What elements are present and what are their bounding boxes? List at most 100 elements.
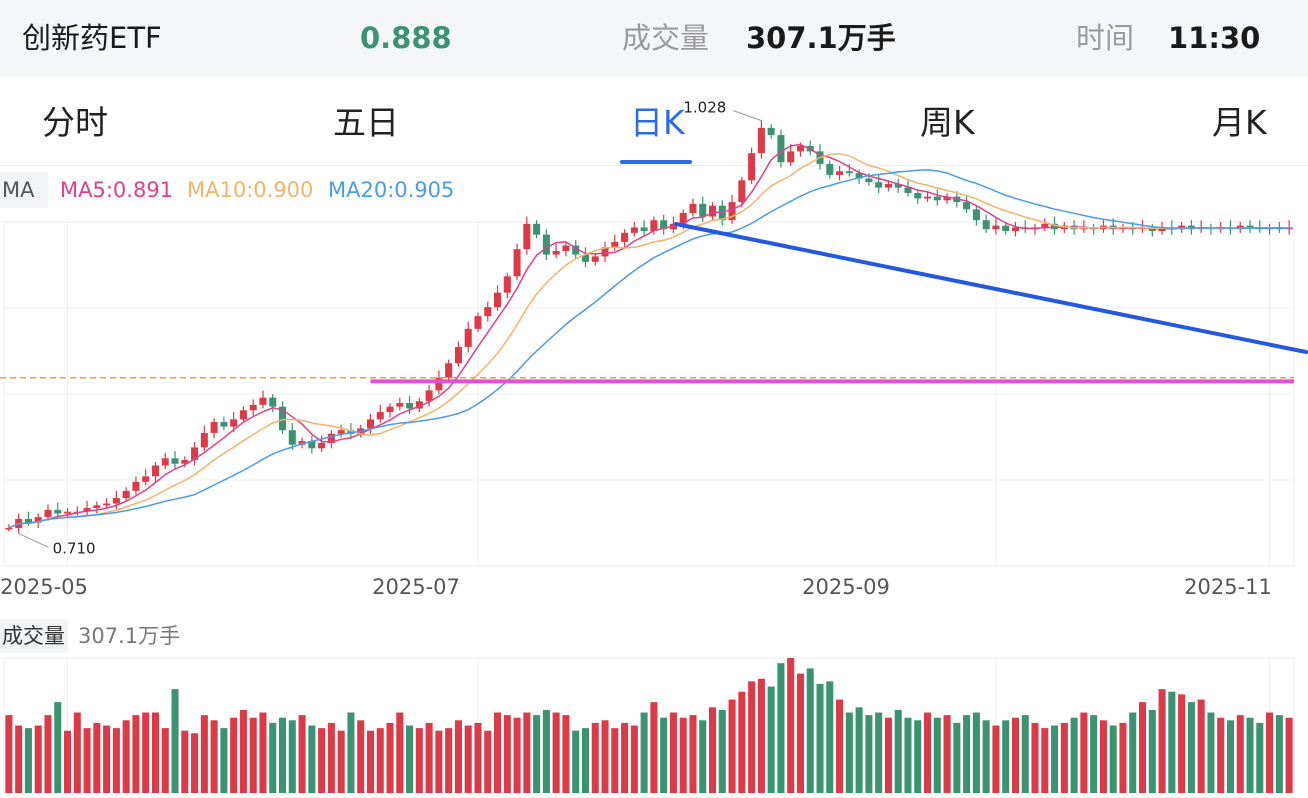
volume-bar (738, 691, 746, 793)
candle-body (621, 232, 629, 242)
volume-bar (552, 712, 560, 793)
volume-bar (1285, 717, 1293, 793)
volume-bar (748, 681, 756, 793)
volume-bar (806, 668, 814, 793)
tab-intraday[interactable]: 分时 (42, 103, 108, 142)
time-label: 时间 (1076, 21, 1135, 55)
candle-body (718, 205, 726, 221)
volume-bar (308, 725, 316, 793)
candle-body (699, 203, 707, 217)
volume-bar (581, 728, 589, 793)
candle-body (1246, 225, 1254, 228)
candle-body (777, 135, 785, 163)
candle-body (855, 173, 863, 179)
candle-body (151, 465, 159, 477)
candle-body (406, 403, 414, 409)
volume-bar (1099, 720, 1107, 793)
tab-monthly-k[interactable]: 月K (1212, 103, 1267, 142)
candle-body (445, 363, 453, 378)
candle-body (992, 225, 1000, 230)
volume-bar (601, 720, 609, 793)
volume-bar (650, 702, 658, 793)
x-tick-label: 2025-07 (372, 575, 460, 599)
volume-bar (1178, 694, 1186, 793)
volume-bar (1109, 725, 1117, 793)
tab-daily-k[interactable]: 日K (630, 103, 685, 142)
x-tick-label: 2025-05 (0, 575, 88, 599)
volume-indicator-tag[interactable]: 成交量 (0, 619, 68, 653)
volume-bar (796, 673, 804, 793)
candle-body (552, 250, 560, 255)
volume-bars (5, 658, 1293, 793)
ma10-legend: MA10:0.900 (187, 178, 314, 202)
candle-body (640, 227, 648, 232)
volume-bar (669, 712, 677, 793)
volume-bar (454, 720, 462, 793)
candlesticks (5, 120, 1293, 534)
volume-bar (54, 702, 62, 793)
volume-bar (1119, 722, 1127, 793)
volume-bar (327, 722, 335, 793)
volume-bar (406, 725, 414, 793)
volume-bar (884, 717, 892, 793)
candle-body (494, 292, 502, 308)
volume-bar (200, 715, 208, 793)
candle-body (435, 377, 443, 391)
volume-bar (1129, 712, 1137, 793)
candle-body (415, 401, 423, 409)
volume-bar (279, 717, 287, 793)
candle-body (1285, 227, 1293, 230)
volume-bar (464, 725, 472, 793)
volume-bar (494, 712, 502, 793)
volume-bar (474, 722, 482, 793)
volume-bar (523, 712, 531, 793)
candle-body (269, 397, 277, 407)
volume-bar (210, 720, 218, 793)
ma-indicator-tag[interactable]: MA (0, 172, 48, 208)
volume-bar (689, 715, 697, 793)
volume-bar (5, 715, 13, 793)
candle-body (308, 441, 316, 449)
volume-bar (386, 722, 394, 793)
candle-body (83, 508, 91, 512)
candle-body (474, 316, 482, 329)
candle-body (34, 517, 42, 523)
tab-weekly-k[interactable]: 周K (920, 103, 975, 142)
candle-body (972, 209, 980, 221)
volume-bar (122, 720, 130, 793)
volume-bar (865, 715, 873, 793)
volume-bar (757, 678, 765, 793)
volume-bar (826, 681, 834, 793)
candle-body (181, 460, 189, 464)
volume-bar (1158, 689, 1166, 793)
candle-body (132, 481, 140, 491)
volume-bar (44, 715, 52, 793)
volume-bar (425, 722, 433, 793)
candle-body (259, 397, 267, 405)
volume-label: 成交量 (622, 21, 710, 55)
tab-five-day[interactable]: 五日 (333, 103, 399, 142)
volume-bar (963, 715, 971, 793)
volume-bar (151, 712, 159, 793)
volume-bar (816, 683, 824, 793)
volume-bar (34, 725, 42, 793)
candle-body (239, 410, 247, 420)
volume-bar (161, 728, 169, 793)
candle-body (288, 430, 296, 445)
volume-bar (1168, 691, 1176, 793)
volume-bar (972, 712, 980, 793)
volume-bar (318, 728, 326, 793)
volume-bar (1051, 725, 1059, 793)
candle-body (982, 220, 990, 230)
candle-body (660, 220, 668, 230)
volume-bar (1266, 712, 1274, 793)
candle-body (1011, 227, 1019, 232)
axis-labels: 1.028 0.710 2025-05 2025-07 2025-09 2025-11 (0, 99, 1272, 599)
volume-bar (1080, 712, 1088, 793)
candle-body (767, 127, 775, 136)
candle-body (24, 518, 32, 523)
candle-body (904, 187, 912, 194)
candle-body (318, 442, 326, 449)
volume-bar (24, 728, 32, 793)
